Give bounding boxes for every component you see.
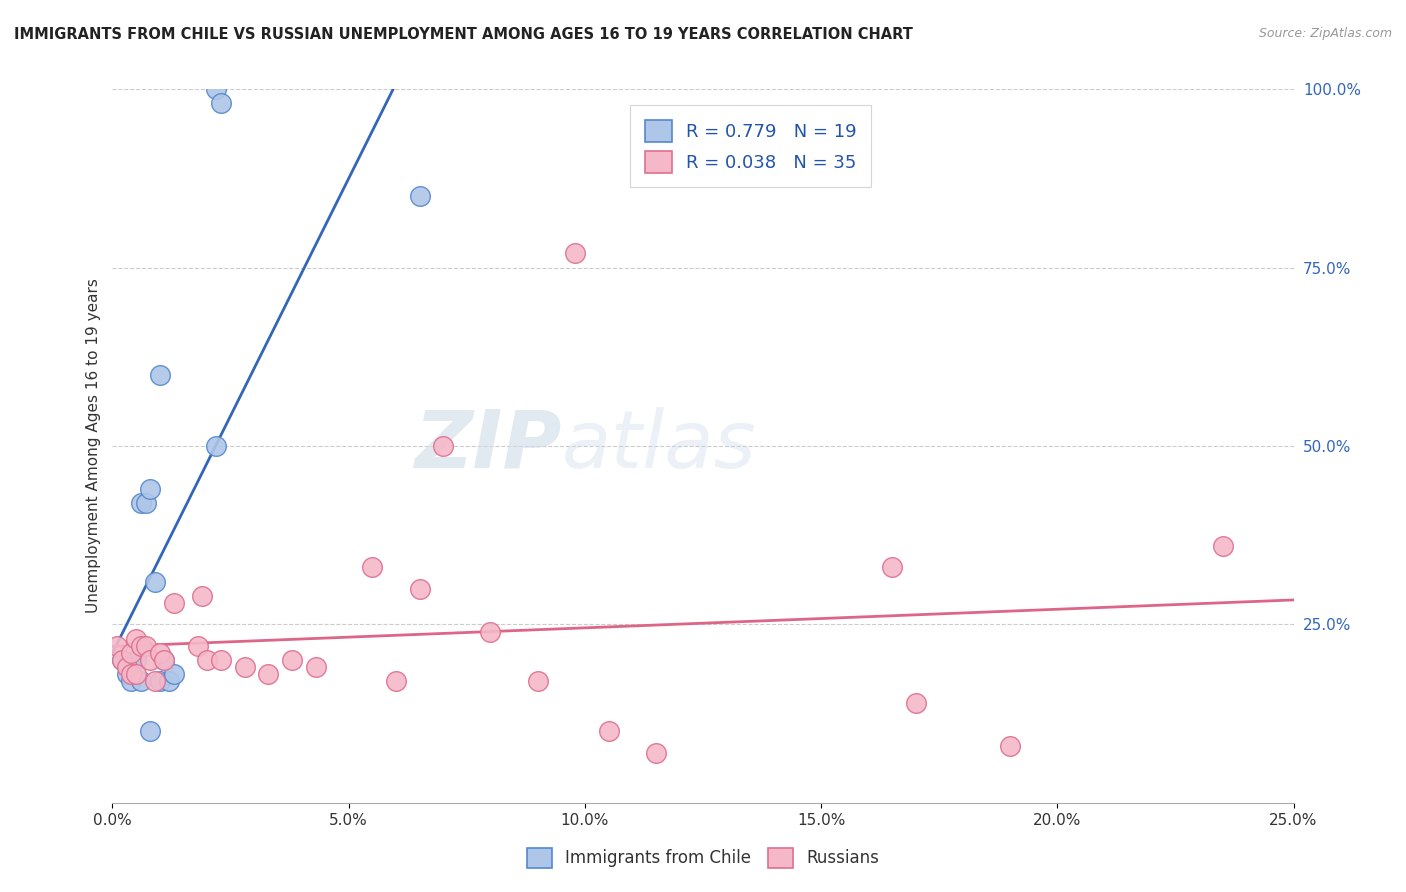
Point — [191, 589, 214, 603]
Point — [125, 667, 148, 681]
Point — [904, 696, 927, 710]
Point — [304, 660, 326, 674]
Point — [195, 653, 218, 667]
Point — [598, 724, 620, 739]
Point — [564, 246, 586, 260]
Point — [139, 482, 162, 496]
Point — [111, 653, 134, 667]
Point — [115, 660, 138, 674]
Point — [233, 660, 256, 674]
Point — [105, 639, 128, 653]
Text: IMMIGRANTS FROM CHILE VS RUSSIAN UNEMPLOYMENT AMONG AGES 16 TO 19 YEARS CORRELAT: IMMIGRANTS FROM CHILE VS RUSSIAN UNEMPLO… — [14, 27, 912, 42]
Point — [1212, 539, 1234, 553]
Legend: R = 0.779   N = 19, R = 0.038   N = 35: R = 0.779 N = 19, R = 0.038 N = 35 — [630, 105, 872, 187]
Point — [115, 667, 138, 681]
Point — [153, 653, 176, 667]
Point — [149, 368, 172, 382]
Point — [479, 624, 502, 639]
Point — [129, 674, 152, 689]
Point — [157, 674, 180, 689]
Point — [257, 667, 280, 681]
Point — [129, 639, 152, 653]
Point — [432, 439, 454, 453]
Point — [205, 82, 228, 96]
Point — [125, 632, 148, 646]
Point — [129, 496, 152, 510]
Point — [135, 639, 157, 653]
Point — [149, 646, 172, 660]
Legend: Immigrants from Chile, Russians: Immigrants from Chile, Russians — [520, 841, 886, 875]
Point — [139, 653, 162, 667]
Y-axis label: Unemployment Among Ages 16 to 19 years: Unemployment Among Ages 16 to 19 years — [86, 278, 101, 614]
Point — [998, 739, 1021, 753]
Text: Source: ZipAtlas.com: Source: ZipAtlas.com — [1258, 27, 1392, 40]
Point — [139, 724, 162, 739]
Point — [281, 653, 304, 667]
Point — [644, 746, 666, 760]
Point — [205, 439, 228, 453]
Point — [385, 674, 408, 689]
Text: atlas: atlas — [561, 407, 756, 485]
Point — [153, 653, 176, 667]
Point — [880, 560, 903, 574]
Point — [149, 674, 172, 689]
Point — [120, 667, 142, 681]
Point — [111, 653, 134, 667]
Point — [120, 646, 142, 660]
Point — [163, 596, 186, 610]
Point — [526, 674, 548, 689]
Point — [143, 674, 166, 689]
Point — [143, 574, 166, 589]
Point — [135, 496, 157, 510]
Point — [125, 653, 148, 667]
Point — [361, 560, 384, 574]
Point — [163, 667, 186, 681]
Point — [408, 189, 430, 203]
Point — [408, 582, 430, 596]
Point — [186, 639, 208, 653]
Point — [209, 96, 232, 111]
Point — [120, 674, 142, 689]
Point — [209, 653, 232, 667]
Text: ZIP: ZIP — [413, 407, 561, 485]
